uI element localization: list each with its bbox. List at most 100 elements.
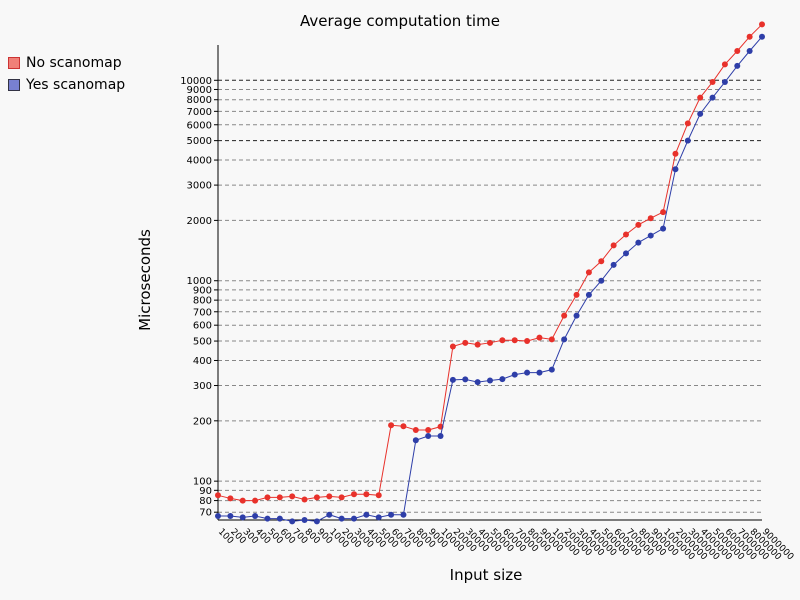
data-point-no-scanomap bbox=[474, 341, 481, 348]
grid-lines bbox=[218, 79, 762, 513]
y-tick-label: 1000 bbox=[187, 276, 212, 287]
y-tick-label: 7000 bbox=[187, 107, 212, 118]
data-point-yes-scanomap bbox=[684, 137, 691, 144]
data-point-no-scanomap bbox=[239, 497, 246, 504]
data-point-yes-scanomap bbox=[598, 277, 605, 284]
data-point-no-scanomap bbox=[734, 48, 741, 55]
y-tick-label: 70 bbox=[199, 508, 212, 519]
data-point-no-scanomap bbox=[338, 494, 345, 501]
x-axis-label: Input size bbox=[450, 566, 523, 584]
legend-item-no-scanomap: No scanomap bbox=[8, 52, 125, 74]
data-point-yes-scanomap bbox=[561, 336, 568, 343]
data-point-yes-scanomap bbox=[215, 513, 221, 520]
data-point-yes-scanomap bbox=[425, 432, 432, 439]
data-point-yes-scanomap bbox=[276, 515, 283, 522]
data-point-yes-scanomap bbox=[301, 517, 308, 523]
data-point-no-scanomap bbox=[746, 33, 753, 40]
y-tick-label: 200 bbox=[193, 416, 212, 427]
y-tick-label: 3000 bbox=[187, 181, 212, 192]
y-tick-label: 2000 bbox=[187, 216, 212, 227]
data-point-no-scanomap bbox=[289, 493, 296, 500]
data-point-yes-scanomap bbox=[264, 515, 271, 522]
data-point-yes-scanomap bbox=[585, 291, 592, 298]
data-point-yes-scanomap bbox=[338, 515, 345, 522]
data-point-no-scanomap bbox=[684, 120, 691, 127]
data-point-yes-scanomap bbox=[721, 79, 728, 86]
data-point-no-scanomap bbox=[759, 21, 765, 28]
data-point-no-scanomap bbox=[598, 258, 605, 265]
y-tick-label: 300 bbox=[193, 381, 212, 392]
data-point-no-scanomap bbox=[425, 426, 432, 433]
data-point-yes-scanomap bbox=[412, 437, 419, 444]
data-point-yes-scanomap bbox=[759, 33, 765, 40]
data-point-no-scanomap bbox=[697, 94, 704, 101]
data-point-yes-scanomap bbox=[449, 376, 456, 383]
data-point-no-scanomap bbox=[672, 150, 679, 157]
data-point-no-scanomap bbox=[548, 336, 555, 343]
data-point-no-scanomap bbox=[363, 491, 370, 498]
y-tick-label: 700 bbox=[193, 307, 212, 318]
data-point-yes-scanomap bbox=[635, 239, 642, 246]
series-layer bbox=[215, 21, 765, 525]
data-point-no-scanomap bbox=[313, 494, 320, 501]
data-point-no-scanomap bbox=[610, 242, 617, 249]
data-point-yes-scanomap bbox=[437, 432, 444, 439]
legend-label-yes-scanomap: Yes scanomap bbox=[26, 77, 126, 93]
data-point-no-scanomap bbox=[709, 79, 716, 86]
data-point-no-scanomap bbox=[487, 339, 493, 346]
data-point-yes-scanomap bbox=[462, 376, 469, 383]
y-tick-label: 500 bbox=[193, 337, 212, 348]
data-point-no-scanomap bbox=[276, 494, 283, 501]
legend-label-no-scanomap: No scanomap bbox=[26, 55, 122, 71]
data-point-yes-scanomap bbox=[400, 511, 407, 518]
data-point-yes-scanomap bbox=[610, 261, 617, 268]
data-point-yes-scanomap bbox=[660, 225, 667, 232]
y-tick-label: 4000 bbox=[187, 156, 212, 167]
data-point-yes-scanomap bbox=[709, 94, 716, 101]
data-point-no-scanomap bbox=[511, 337, 518, 344]
data-point-yes-scanomap bbox=[388, 511, 395, 518]
data-point-yes-scanomap bbox=[511, 371, 518, 378]
data-point-no-scanomap bbox=[388, 422, 395, 429]
data-point-no-scanomap bbox=[499, 337, 506, 344]
x-tick-labels: 1002003004005006007008009001000200030004… bbox=[216, 527, 796, 563]
y-tick-label: 90 bbox=[199, 486, 212, 497]
y-tick-label: 100 bbox=[193, 477, 212, 488]
data-point-no-scanomap bbox=[227, 495, 234, 502]
data-point-yes-scanomap bbox=[623, 250, 629, 257]
series-line-yes-scanomap bbox=[218, 36, 763, 522]
data-point-no-scanomap bbox=[351, 491, 357, 498]
data-point-yes-scanomap bbox=[363, 511, 370, 518]
series-line-no-scanomap bbox=[217, 24, 763, 502]
data-point-yes-scanomap bbox=[524, 369, 531, 376]
data-point-yes-scanomap bbox=[536, 369, 543, 376]
data-point-no-scanomap bbox=[647, 215, 654, 222]
data-point-yes-scanomap bbox=[499, 376, 506, 383]
y-tick-label: 600 bbox=[193, 321, 212, 332]
data-point-yes-scanomap bbox=[474, 379, 481, 386]
y-tick-label: 400 bbox=[193, 356, 212, 367]
y-axis-label: Microseconds bbox=[136, 229, 154, 331]
legend-swatch-no-scanomap bbox=[8, 57, 20, 69]
data-point-no-scanomap bbox=[462, 339, 469, 346]
data-point-yes-scanomap bbox=[548, 366, 555, 373]
chart-title: Average computation time bbox=[300, 12, 500, 30]
data-point-yes-scanomap bbox=[734, 62, 741, 69]
legend-item-yes-scanomap: Yes scanomap bbox=[8, 74, 125, 96]
data-point-yes-scanomap bbox=[252, 513, 259, 520]
y-tick-label: 80 bbox=[199, 496, 212, 507]
data-point-yes-scanomap bbox=[351, 515, 357, 522]
data-point-yes-scanomap bbox=[313, 518, 320, 525]
data-point-no-scanomap bbox=[400, 423, 407, 430]
data-point-no-scanomap bbox=[635, 221, 642, 228]
data-point-yes-scanomap bbox=[672, 166, 679, 173]
data-point-no-scanomap bbox=[660, 209, 667, 216]
data-point-no-scanomap bbox=[375, 492, 382, 499]
legend: No scanomap Yes scanomap bbox=[8, 52, 125, 96]
data-point-yes-scanomap bbox=[326, 511, 333, 518]
data-point-no-scanomap bbox=[301, 496, 308, 503]
data-point-no-scanomap bbox=[215, 492, 221, 499]
plot-frame bbox=[217, 45, 762, 521]
y-tick-label: 5000 bbox=[187, 136, 212, 147]
